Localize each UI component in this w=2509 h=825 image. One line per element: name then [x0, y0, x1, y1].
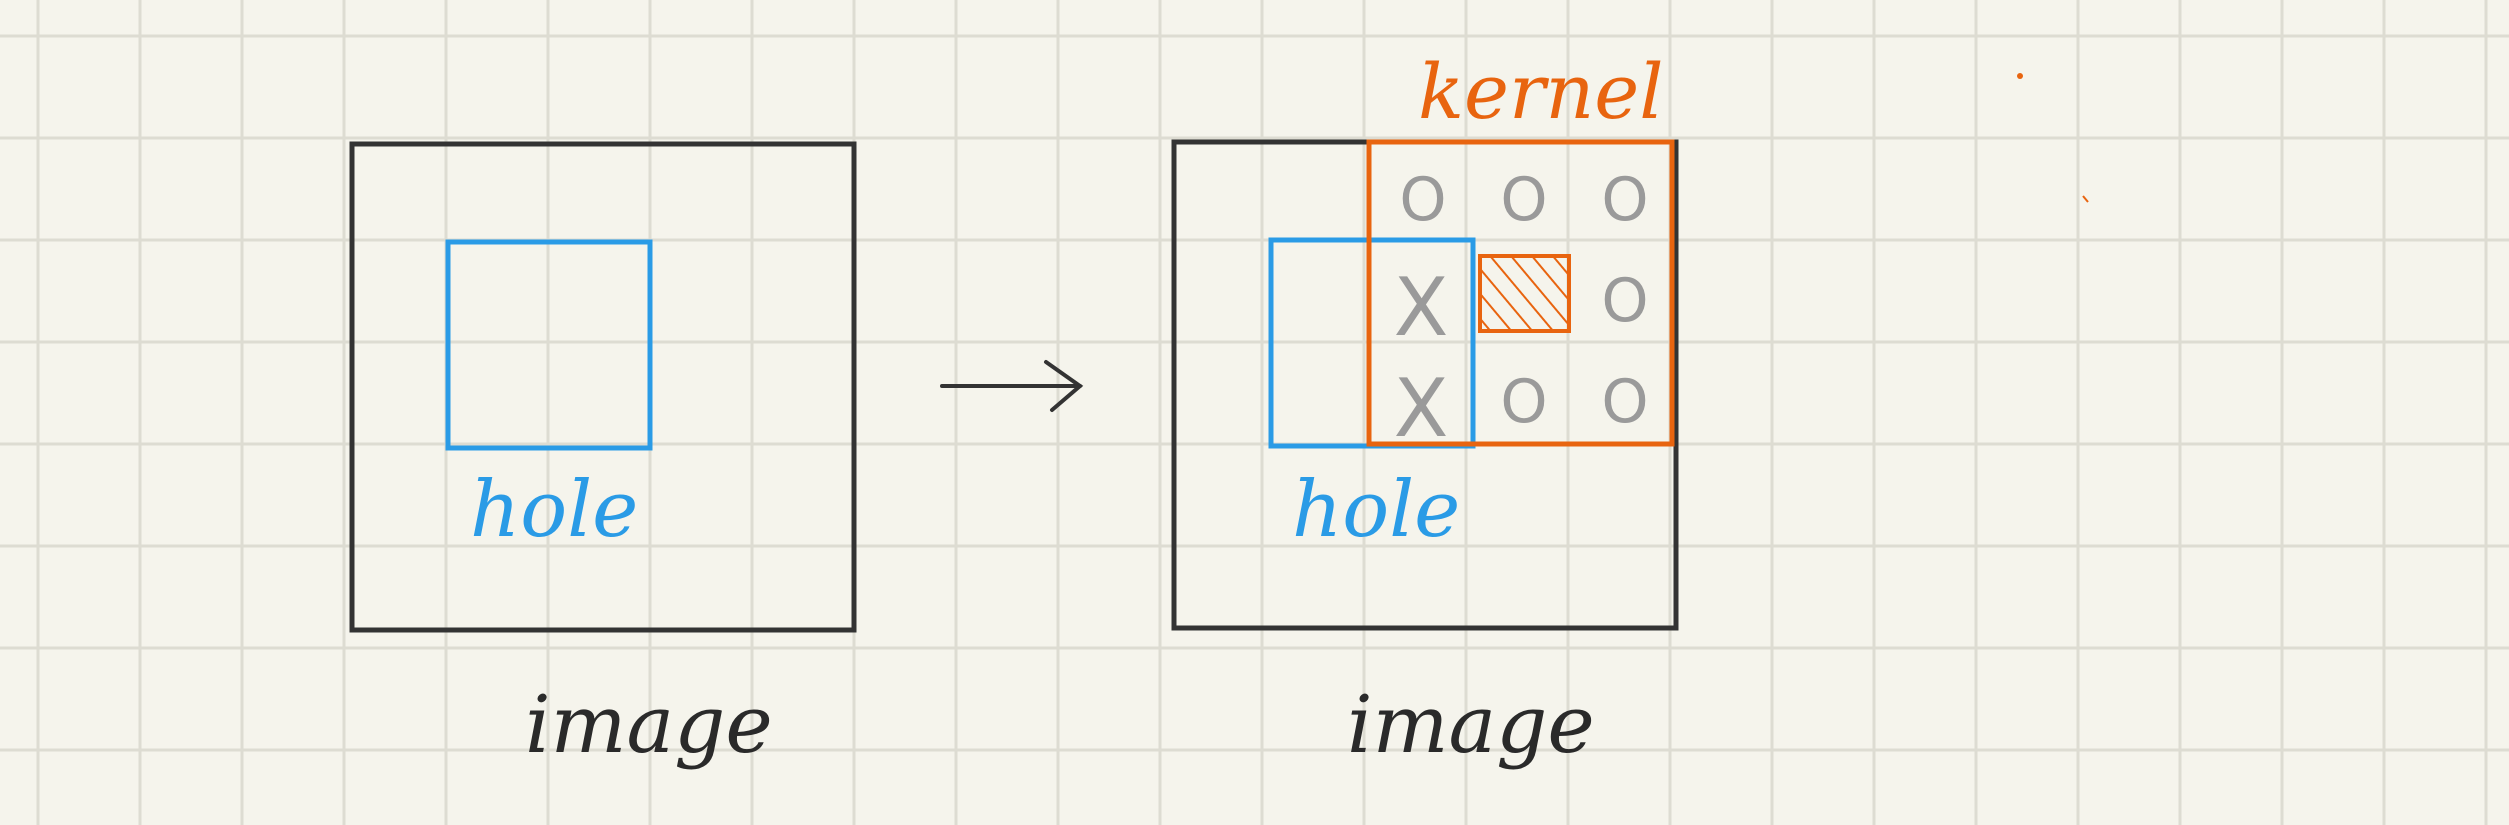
kernel-cell-valid-mark: O — [1399, 165, 1446, 235]
kernel-box — [1366, 139, 1675, 447]
transform-arrow — [940, 360, 1084, 412]
left-hole-box — [445, 239, 653, 451]
kernel-cell-valid-mark: O — [1500, 165, 1547, 235]
kernel-cell-valid-mark: O — [1601, 266, 1648, 336]
kernel-cell-valid-mark: O — [1500, 367, 1547, 437]
kernel-cell-hole-mark: X — [1394, 261, 1449, 354]
left-image-label: image — [525, 678, 773, 771]
kernel-label: kernel — [1418, 47, 1664, 136]
stray-tick — [2082, 195, 2089, 203]
kernel-cell-hole-mark: X — [1394, 362, 1449, 455]
stray-dot — [2017, 73, 2023, 79]
left-hole-label: hole — [470, 465, 638, 555]
kernel-cells: O O OX OX O O — [1394, 165, 1649, 455]
right-image-label: image — [1347, 678, 1595, 771]
right-hole-label: hole — [1292, 465, 1460, 555]
kernel-cell-valid-mark: O — [1601, 367, 1648, 437]
left-image-frame — [349, 141, 857, 633]
kernel-center-pixel — [1478, 254, 1571, 333]
kernel-cell-valid-mark: O — [1601, 165, 1648, 235]
